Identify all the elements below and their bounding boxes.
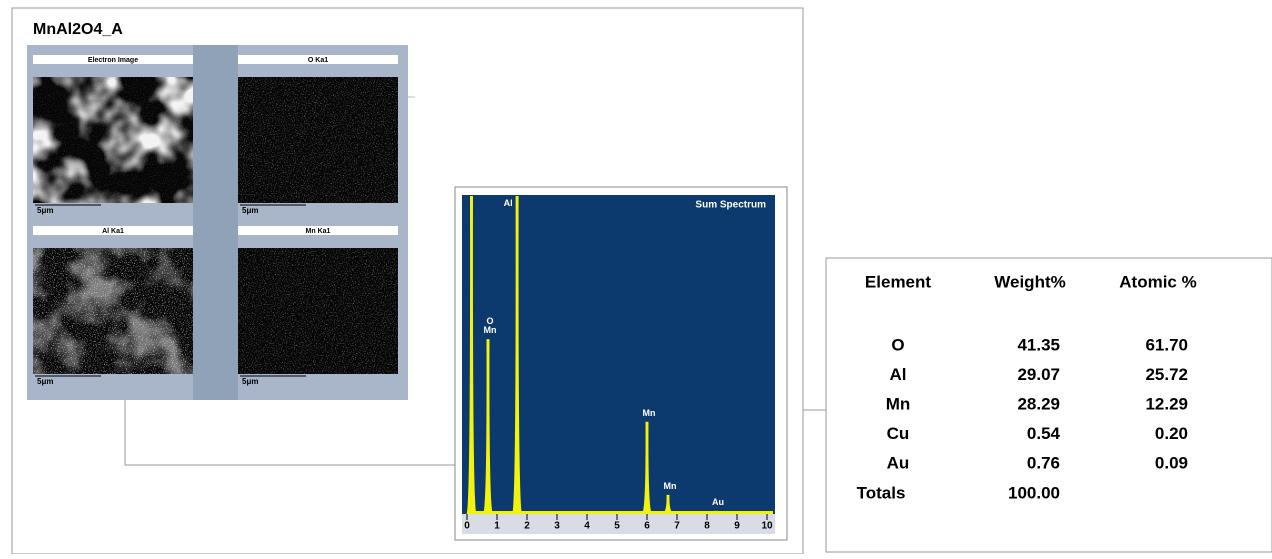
table-total: 100.00 xyxy=(1008,483,1060,502)
peak-label: Al xyxy=(504,198,513,208)
map-image-grain xyxy=(238,77,398,203)
table-header: Weight% xyxy=(994,272,1065,291)
table-cell: 25.72 xyxy=(1145,365,1188,384)
map-label-bar xyxy=(33,55,193,64)
peak-label: O Mn xyxy=(484,316,497,335)
table-header: Element xyxy=(865,272,931,291)
x-tick-label: 5 xyxy=(614,521,620,532)
panel-gap xyxy=(193,45,238,400)
x-tick-label: 10 xyxy=(761,521,773,532)
table-cell: 29.07 xyxy=(1017,365,1060,384)
table-cell: 28.29 xyxy=(1017,394,1060,413)
spectrum-title: Sum Spectrum xyxy=(695,200,766,211)
peak xyxy=(466,196,477,514)
map-label: Al Ka1 xyxy=(102,228,124,235)
table-header: Atomic % xyxy=(1119,272,1196,291)
x-tick-label: 8 xyxy=(704,521,710,532)
table-cell: Al xyxy=(890,365,907,384)
map-label: Mn Ka1 xyxy=(306,228,331,235)
table-total: Totals xyxy=(857,483,906,502)
x-tick-label: 4 xyxy=(584,521,590,532)
map-label: Electron Image xyxy=(88,57,138,64)
figure-title: MnAl2O4_A xyxy=(33,21,123,38)
table-cell: 0.54 xyxy=(1027,424,1061,443)
peak xyxy=(512,196,523,514)
x-tick-label: 2 xyxy=(524,521,530,532)
peak xyxy=(642,421,652,514)
map-label-bar xyxy=(33,226,193,235)
table-cell: 0.09 xyxy=(1155,453,1188,472)
map-label: O Ka1 xyxy=(308,57,328,64)
peak-label: Mn xyxy=(643,408,656,418)
table-cell: Mn xyxy=(886,394,911,413)
x-tick-label: 9 xyxy=(734,521,740,532)
x-tick-label: 0 xyxy=(464,521,470,532)
scale-label: 5μm xyxy=(242,377,258,386)
table-cell: 0.76 xyxy=(1027,453,1060,472)
spectrum-axis xyxy=(462,514,775,534)
spectrum-plot xyxy=(462,195,775,514)
map-image-grain xyxy=(33,77,193,203)
table-cell: 12.29 xyxy=(1145,394,1188,413)
table-cell: Au xyxy=(887,453,910,472)
peak-label: Au xyxy=(712,497,724,507)
connector xyxy=(124,400,455,466)
table-cell: 61.70 xyxy=(1145,335,1188,354)
scale-label: 5μm xyxy=(37,377,53,386)
map-image-texture xyxy=(33,248,193,374)
table-cell: 41.35 xyxy=(1017,335,1060,354)
x-tick-label: 7 xyxy=(674,521,680,532)
peak-label: Mn xyxy=(664,481,677,491)
table-cell: 0.20 xyxy=(1155,424,1188,443)
table-cell: Cu xyxy=(887,424,910,443)
peak xyxy=(663,494,673,514)
scale-label: 5μm xyxy=(242,206,258,215)
map-image-grain xyxy=(238,248,398,374)
map-label-bar xyxy=(238,226,398,235)
x-tick-label: 1 xyxy=(494,521,500,532)
x-tick-label: 3 xyxy=(554,521,560,532)
table-frame xyxy=(825,257,1272,553)
peak xyxy=(483,339,493,514)
scale-label: 5μm xyxy=(37,206,53,215)
map-label-bar xyxy=(238,55,398,64)
table-cell: O xyxy=(891,335,904,354)
baseline-noise xyxy=(467,511,773,514)
x-tick-label: 6 xyxy=(644,521,650,532)
